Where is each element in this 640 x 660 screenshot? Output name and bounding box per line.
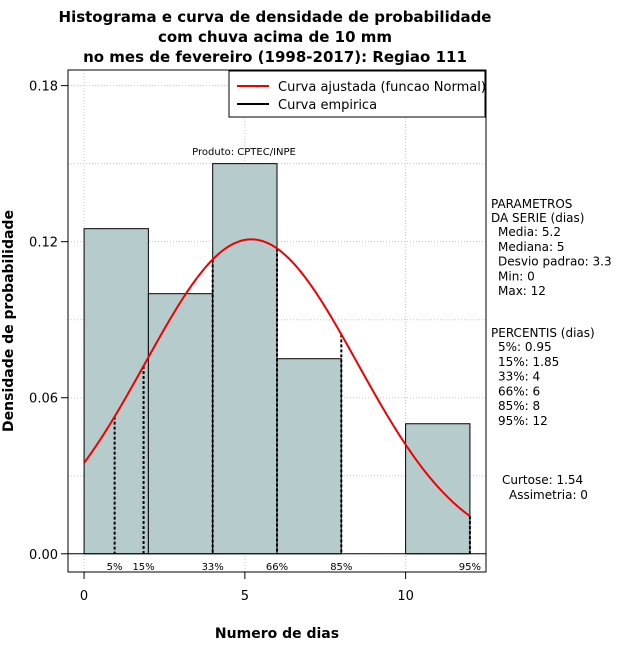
percentile-label: 15% (132, 562, 154, 573)
percentile-label: 33% (202, 562, 224, 573)
percentile-label: 66% (266, 562, 288, 573)
x-tick-label: 5 (241, 589, 249, 604)
percentil-value: 66%: 6 (498, 384, 540, 398)
legend: Curva ajustada (funcao Normal) Curva empi… (228, 70, 486, 118)
percentil-value: 5%: 0.95 (498, 340, 552, 354)
percentile-markers: 5% 15% 33% 66% 85% 95% (107, 248, 481, 573)
histogram-bar (83, 228, 149, 555)
product-label: Produto: CPTEC/INPE (192, 147, 296, 158)
y-tick-label: 0.00 (29, 548, 58, 563)
curtose-value: Curtose: 1.54 (502, 473, 583, 487)
histogram-bars (68, 163, 486, 555)
histogram-bar (276, 358, 342, 555)
x-axis-label: Numero de dias (215, 626, 339, 642)
legend-label-empirical: Curva empirica (278, 98, 377, 113)
title-line: com chuva acima de 10 mm (158, 28, 392, 46)
percentil-value: 33%: 4 (498, 370, 540, 384)
fitted-curve-group (83, 238, 471, 517)
title-line: Histograma e curva de densidade de proba… (59, 8, 492, 26)
y-axis-label: Densidade de probabilidade (1, 210, 17, 432)
percentile-label: 85% (330, 562, 352, 573)
chart-title: Histograma e curva de densidade de proba… (59, 8, 492, 66)
fitted-normal-curve (83, 238, 471, 517)
histogram-bar (212, 163, 278, 555)
percentile-label: 95% (459, 562, 481, 573)
percentil-value: 95%: 12 (498, 414, 548, 428)
percentil-value: 85%: 8 (498, 399, 540, 413)
parametro-value: Min: 0 (498, 269, 535, 283)
parametros-heading: DA SERIE (dias) (491, 211, 584, 225)
histogram-bar (147, 293, 214, 555)
plot-frame (67, 69, 487, 573)
parametros-heading: PARAMETROS (491, 197, 572, 211)
parametro-value: Desvio padrao: 3.3 (498, 255, 612, 269)
parametro-value: Mediana: 5 (498, 240, 565, 254)
y-tick-label: 0.12 (29, 236, 58, 251)
y-tick-label: 0.18 (29, 80, 58, 95)
percentis-heading: PERCENTIS (dias) (491, 326, 595, 340)
percentil-value: 15%: 1.85 (498, 355, 559, 369)
y-tick-label: 0.06 (29, 392, 58, 407)
legend-box (228, 70, 486, 118)
x-tick-label: 0 (80, 589, 88, 604)
percentile-label: 5% (107, 562, 123, 573)
x-tick-label: 10 (397, 589, 414, 604)
assimetria-value: Assimetria: 0 (509, 488, 588, 502)
histogram-bar (405, 423, 471, 555)
parametro-value: Max: 12 (498, 284, 546, 298)
x-axis: 0 5 10 (80, 572, 414, 604)
parametro-value: Media: 5.2 (498, 225, 561, 239)
y-axis: 0.00 0.06 0.12 0.18 (29, 80, 68, 563)
title-line: no mes de fevereiro (1998-2017): Regiao … (83, 48, 467, 66)
legend-label-fitted: Curva ajustada (funcao Normal) (278, 80, 486, 95)
